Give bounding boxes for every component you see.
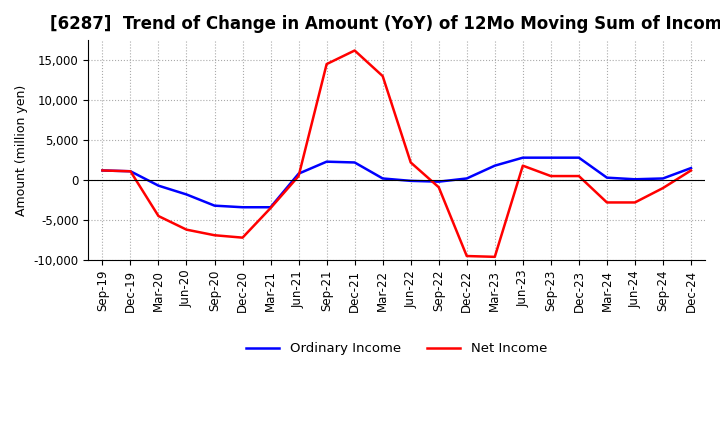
- Y-axis label: Amount (million yen): Amount (million yen): [15, 84, 28, 216]
- Net Income: [266, 205, 275, 211]
- Net Income: [154, 213, 163, 219]
- Net Income: [98, 168, 107, 173]
- Ordinary Income: [659, 176, 667, 181]
- Net Income: [210, 233, 219, 238]
- Line: Ordinary Income: Ordinary Income: [102, 158, 691, 207]
- Net Income: [546, 173, 555, 179]
- Net Income: [659, 185, 667, 191]
- Ordinary Income: [434, 179, 443, 184]
- Net Income: [182, 227, 191, 232]
- Ordinary Income: [210, 203, 219, 208]
- Net Income: [238, 235, 247, 240]
- Net Income: [294, 173, 303, 179]
- Net Income: [631, 200, 639, 205]
- Ordinary Income: [379, 176, 387, 181]
- Ordinary Income: [182, 192, 191, 197]
- Ordinary Income: [462, 176, 471, 181]
- Net Income: [603, 200, 611, 205]
- Ordinary Income: [126, 169, 135, 174]
- Ordinary Income: [98, 168, 107, 173]
- Net Income: [518, 163, 527, 169]
- Legend: Ordinary Income, Net Income: Ordinary Income, Net Income: [241, 337, 552, 360]
- Net Income: [575, 173, 583, 179]
- Net Income: [687, 168, 696, 173]
- Ordinary Income: [323, 159, 331, 164]
- Ordinary Income: [294, 171, 303, 176]
- Ordinary Income: [351, 160, 359, 165]
- Ordinary Income: [603, 175, 611, 180]
- Ordinary Income: [631, 176, 639, 182]
- Ordinary Income: [490, 163, 499, 169]
- Ordinary Income: [154, 183, 163, 188]
- Ordinary Income: [266, 205, 275, 210]
- Net Income: [323, 62, 331, 67]
- Ordinary Income: [687, 165, 696, 171]
- Title: [6287]  Trend of Change in Amount (YoY) of 12Mo Moving Sum of Incomes: [6287] Trend of Change in Amount (YoY) o…: [50, 15, 720, 33]
- Ordinary Income: [546, 155, 555, 160]
- Net Income: [379, 73, 387, 79]
- Net Income: [351, 48, 359, 53]
- Ordinary Income: [406, 178, 415, 183]
- Net Income: [462, 253, 471, 259]
- Net Income: [490, 254, 499, 260]
- Line: Net Income: Net Income: [102, 51, 691, 257]
- Ordinary Income: [238, 205, 247, 210]
- Ordinary Income: [575, 155, 583, 160]
- Net Income: [126, 169, 135, 174]
- Net Income: [434, 185, 443, 190]
- Net Income: [406, 160, 415, 165]
- Ordinary Income: [518, 155, 527, 160]
